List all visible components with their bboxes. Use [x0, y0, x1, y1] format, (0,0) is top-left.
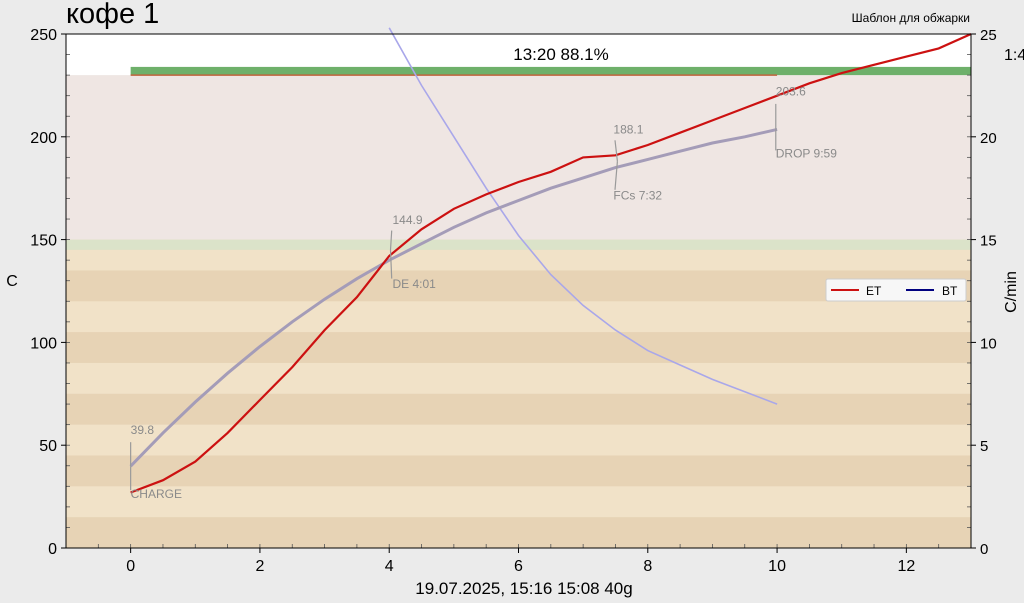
roast-template-label[interactable]: Шаблон для обжарки	[851, 11, 970, 25]
annotation-event: DE 4:01	[393, 277, 437, 291]
annotation-leader	[389, 230, 393, 251]
y2-tick-label: 25	[980, 27, 997, 44]
annotation-leader	[614, 161, 619, 190]
annotation-event: CHARGE	[131, 487, 182, 501]
et-line	[130, 32, 972, 494]
chart-title: кофе 1	[66, 0, 160, 30]
progress-readout: 13:20 88.1%	[513, 45, 608, 64]
annotation-event: FCs 7:32	[613, 188, 662, 202]
phase-stripe	[66, 332, 971, 363]
y2-tick-label: 0	[980, 541, 988, 558]
right-readout: 1:4	[1004, 47, 1024, 64]
annotation-event: DROP 9:59	[776, 146, 837, 160]
ror-line	[388, 27, 778, 405]
x-tick-label: 8	[643, 558, 652, 575]
y2-tick-label: 5	[980, 438, 988, 455]
y-axis-label: C	[6, 273, 18, 290]
y-tick-label: 100	[30, 335, 57, 352]
y2-tick-label: 10	[980, 335, 997, 352]
legend[interactable]: ET BT	[825, 278, 967, 302]
phase-bar	[130, 66, 972, 76]
annotation-value: 144.9	[393, 213, 423, 227]
phase-stripe	[66, 455, 971, 487]
x-tick-label: 4	[385, 558, 394, 575]
y2-axis-label: C/min	[1003, 271, 1020, 313]
y-tick-label: 200	[30, 130, 57, 147]
legend-et-label: ET	[866, 284, 882, 298]
x-tick-label: 6	[514, 558, 523, 575]
y-tick-label: 0	[48, 541, 57, 558]
y2-tick-label: 15	[980, 233, 997, 250]
phase-stripe	[66, 270, 971, 302]
footer-caption: 19.07.2025, 15:16 15:08 40g	[415, 579, 632, 598]
legend-bt-label: BT	[942, 284, 958, 298]
phase-stripe	[66, 517, 971, 548]
x-tick-label: 0	[126, 558, 135, 575]
x-tick-label: 12	[897, 558, 915, 575]
annotation-value: 203.6	[776, 84, 806, 98]
phase-stripe	[66, 393, 971, 425]
annotation-leader	[614, 140, 618, 162]
y-tick-label: 50	[39, 438, 57, 455]
bt-line	[129, 127, 778, 468]
annotation-value: 188.1	[613, 122, 643, 136]
y-tick-label: 250	[30, 27, 57, 44]
x-tick-label: 2	[255, 558, 264, 575]
y2-tick-label: 20	[980, 130, 997, 147]
drying-end-band	[66, 239, 971, 250]
maillard-phase-area	[66, 75, 971, 240]
annotation-value: 39.8	[131, 423, 155, 437]
y-tick-label: 150	[30, 233, 57, 250]
x-tick-label: 10	[768, 558, 786, 575]
annotation-leader	[389, 250, 393, 279]
